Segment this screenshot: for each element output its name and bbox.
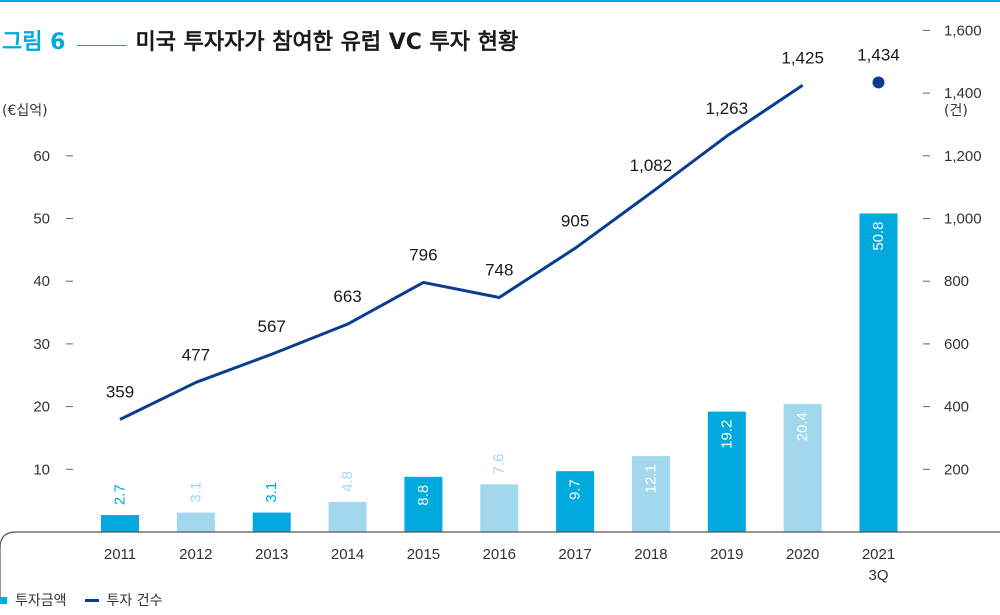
bar	[480, 484, 519, 532]
x-tick-label: 2016	[483, 546, 516, 563]
x-tick-line: 2016	[483, 546, 516, 563]
bar-value-label: 12.1	[642, 464, 659, 493]
bar	[252, 512, 291, 532]
bar-value-label: 3.1	[263, 482, 280, 503]
x-tick-label: 2017	[558, 546, 591, 563]
figure-label: 그림 6	[2, 30, 66, 55]
figure-title: 미국 투자자가 참여한 유럽 VC 투자 현황	[135, 30, 519, 55]
legend-swatch-bar	[0, 596, 7, 604]
bar-value-label: 4.8	[339, 471, 356, 492]
right-tick-label: 600	[944, 336, 969, 353]
left-axis: (€십억) 10 20 30 40 50 60	[2, 103, 73, 478]
left-tick-label: 50	[33, 211, 50, 228]
line-value-label: 477	[182, 345, 210, 364]
x-tick-label: 2021 3Q	[862, 546, 895, 584]
x-axis: 2011 2012 2013 2014 2015 2016 2017 2018 2019 2020…	[0, 531, 1000, 597]
x-tick-line: 2019	[710, 546, 743, 563]
bar-value-label: 19.2	[718, 420, 735, 449]
count-line	[119, 84, 804, 421]
x-axis-baseline	[0, 531, 1000, 597]
bar-value-label: 2.7	[112, 484, 129, 505]
line-value-label: 748	[485, 261, 513, 280]
left-tick-label: 10	[33, 461, 50, 478]
bar	[176, 512, 215, 532]
x-tick-line: 2013	[255, 546, 288, 563]
x-tick-line: 2021	[862, 546, 895, 563]
line-value-label: 1,425	[781, 48, 824, 67]
bar	[631, 456, 670, 532]
legend: 투자금액 투자 건수	[0, 590, 181, 610]
bar	[328, 501, 367, 532]
line-value-label: 1,263	[706, 99, 749, 118]
top-rule	[0, 0, 1000, 2]
legend-label-amount: 투자금액	[15, 593, 67, 609]
bar-value-label: 7.6	[491, 453, 508, 474]
left-tick-label: 20	[33, 399, 50, 416]
x-tick-line: 2012	[179, 546, 212, 563]
bar-value-label: 9.7	[567, 479, 584, 500]
line-value-label: 1,082	[630, 156, 673, 175]
bar	[707, 411, 746, 532]
line-value-label: 663	[333, 287, 361, 306]
legend-item-amount: 투자금액	[0, 590, 67, 610]
bar	[556, 471, 595, 532]
x-tick-line: 2018	[634, 546, 667, 563]
bar	[859, 213, 898, 532]
line-value-label: 1,434	[857, 45, 900, 64]
figure-header: 그림 6 미국 투자자가 참여한 유럽 VC 투자 현황	[2, 24, 518, 56]
x-tick-label: 2013	[255, 546, 288, 563]
x-tick-label: 2015	[407, 546, 440, 563]
x-tick-line: 3Q	[868, 567, 888, 584]
right-tick-label: 1,000	[944, 211, 982, 228]
count-point-2021	[872, 76, 885, 89]
line-value-label: 905	[561, 211, 589, 230]
left-tick-label: 30	[33, 336, 50, 353]
x-tick-label: 2012	[179, 546, 212, 563]
line-series: 359 477 567 663 796 748 905 1,082 1,263 1,425 1,43…	[106, 45, 900, 421]
legend-swatch-line	[84, 598, 99, 602]
legend-label-count: 투자 건수	[106, 593, 163, 609]
bar-value-label: 8.8	[415, 485, 432, 506]
x-tick-label: 2020	[786, 546, 819, 563]
bar	[101, 515, 139, 532]
right-tick-label: 1,600	[944, 22, 982, 39]
x-tick-label: 2011	[104, 546, 136, 563]
right-tick-label: 800	[944, 273, 969, 290]
right-axis-unit: (건)	[944, 103, 968, 119]
legend-item-count: 투자 건수	[84, 590, 163, 610]
x-tick-line: 2020	[786, 546, 819, 563]
right-axis: (건) 200 400 600 800 1,000 1,200 1,400 1,600	[923, 22, 982, 478]
bar-value-label: 3.1	[187, 482, 204, 503]
bar-value-label: 50.8	[870, 221, 887, 250]
x-tick-label: 2018	[634, 546, 667, 563]
left-tick-label: 60	[33, 148, 50, 165]
right-tick-label: 1,400	[944, 85, 982, 102]
bar-series: 2.7 3.1 3.1 4.8 8.8 7.6 9.7 12.1 19.2 20.4 50.8	[101, 213, 898, 532]
x-tick-line: 2015	[407, 546, 440, 563]
x-tick-line: 2011	[104, 546, 136, 563]
bar-value-label: 20.4	[794, 412, 811, 441]
right-tick-label: 200	[944, 461, 969, 478]
left-tick-label: 40	[33, 273, 50, 290]
title-divider	[77, 45, 128, 46]
bar	[404, 476, 443, 532]
bar	[783, 404, 822, 532]
line-value-label: 359	[106, 382, 134, 401]
left-axis-unit: (€십억)	[2, 103, 48, 119]
line-value-label: 796	[409, 245, 437, 264]
x-tick-line: 2014	[331, 546, 364, 563]
line-value-label: 567	[258, 317, 286, 336]
x-tick-line: 2017	[558, 546, 591, 563]
right-tick-label: 1,200	[944, 148, 982, 165]
x-tick-label: 2019	[710, 546, 743, 563]
x-tick-label: 2014	[331, 546, 364, 563]
right-tick-label: 400	[944, 399, 969, 416]
